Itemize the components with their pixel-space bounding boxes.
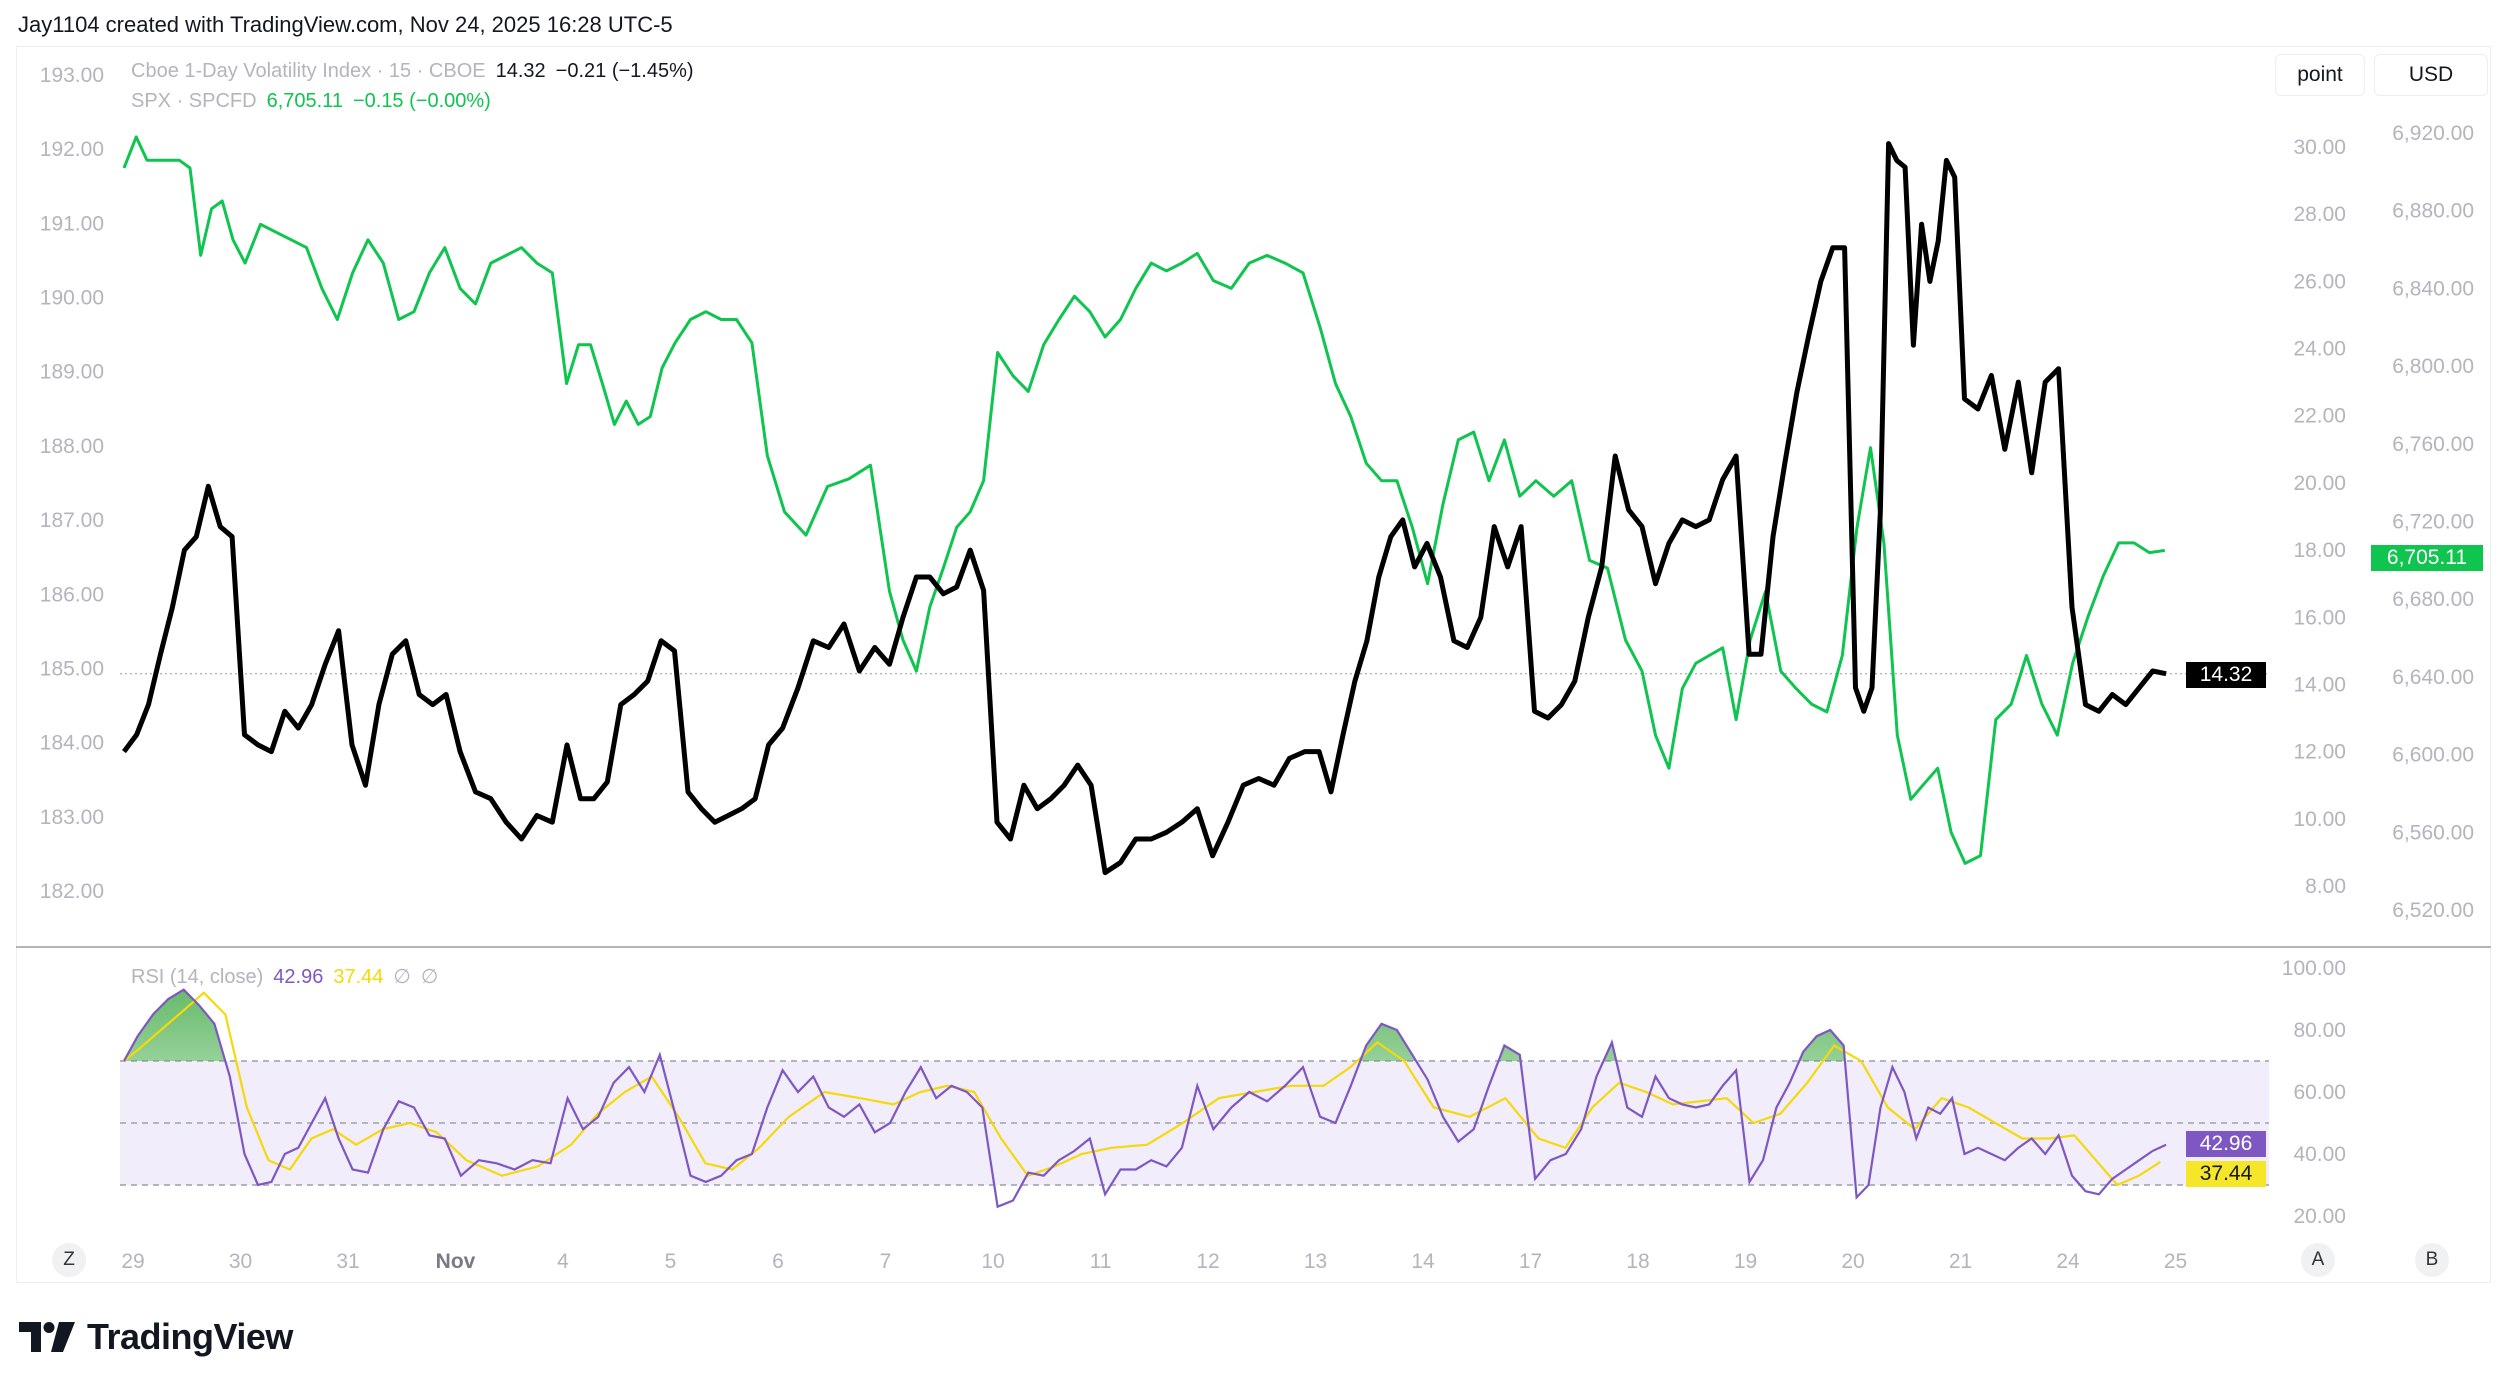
point-axis-tick-label: 8.00 xyxy=(2305,875,2346,898)
rsi-legend-name: RSI (14, close) xyxy=(131,966,264,988)
rsi-axis-tick-label: 20.00 xyxy=(2293,1205,2346,1228)
left-axis-tick-label: 184.00 xyxy=(40,732,104,755)
point-axis-tick-label: 26.00 xyxy=(2293,270,2346,293)
time-axis-tick-label: 30 xyxy=(229,1250,252,1273)
usd-scale-button[interactable]: USD xyxy=(2374,54,2488,96)
left-axis-tick-label: 193.00 xyxy=(40,64,104,87)
left-axis-tick-label: 183.00 xyxy=(40,806,104,829)
vix1d-series-line xyxy=(122,141,2167,876)
point-axis-tick-label: 12.00 xyxy=(2293,741,2346,764)
overlay-series-name: SPX · SPCFD xyxy=(131,90,257,112)
time-axis-tick-label: 5 xyxy=(665,1250,677,1273)
usd-axis-tick-label: 6,600.00 xyxy=(2392,744,2474,767)
time-axis-tick-label: 24 xyxy=(2056,1250,2080,1273)
rsi-axis-tick-label: 80.00 xyxy=(2293,1019,2346,1042)
point-scale-button[interactable]: point xyxy=(2275,54,2365,96)
time-axis-tick-label: 14 xyxy=(1411,1250,1435,1273)
time-axis-tick-label: 19 xyxy=(1734,1250,1757,1273)
time-axis-tick-label: 6 xyxy=(772,1250,784,1273)
time-axis-tick-label: Nov xyxy=(436,1250,476,1273)
point-axis-tick-label: 22.00 xyxy=(2293,405,2346,428)
rsi-ma-value-tag: 37.44 xyxy=(2186,1161,2266,1187)
main-series-name: Cboe 1-Day Volatility Index · 15 · CBOE xyxy=(131,60,486,82)
time-axis-tick-label: 12 xyxy=(1196,1250,1219,1273)
point-axis-tick-label: 24.00 xyxy=(2293,338,2346,361)
overlay-series-change: −0.15 (−0.00%) xyxy=(352,90,491,112)
left-axis-tick-label: 190.00 xyxy=(40,287,104,310)
main-series-legend: Cboe 1-Day Volatility Index · 15 · CBOE 1… xyxy=(131,60,704,83)
main-series-last: 14.32 xyxy=(495,60,546,82)
attribution-text: Jay1104 created with TradingView.com, No… xyxy=(18,12,673,37)
point-axis-tick-label: 28.00 xyxy=(2293,203,2346,226)
point-axis-tick-label: 30.00 xyxy=(2293,136,2346,159)
point-axis-tick-label: 18.00 xyxy=(2293,539,2346,562)
usd-axis-tick-label: 6,840.00 xyxy=(2392,277,2474,300)
spx-series-line xyxy=(122,135,2166,865)
left-axis-tick-label: 185.00 xyxy=(40,657,104,680)
time-axis-tick-label: 29 xyxy=(121,1250,144,1273)
rsi-legend-value: 42.96 xyxy=(273,966,324,988)
rsi-axis-tick-label: 40.00 xyxy=(2293,1143,2346,1166)
point-axis-tick-label: 10.00 xyxy=(2293,808,2346,831)
usd-axis-tick-label: 6,720.00 xyxy=(2392,511,2474,534)
usd-axis-tick-label: 6,800.00 xyxy=(2392,355,2474,378)
time-axis-tick-label: 20 xyxy=(1841,1250,1864,1273)
time-axis-tick-label: 4 xyxy=(557,1250,569,1273)
left-axis-tick-label: 182.00 xyxy=(40,880,104,903)
tradingview-logo-icon xyxy=(19,1322,75,1352)
time-axis-tick-label: 18 xyxy=(1626,1250,1649,1273)
time-axis-tick-label: 11 xyxy=(1090,1250,1112,1273)
time-axis-tick-label: 13 xyxy=(1304,1250,1327,1273)
tradingview-logo[interactable]: TradingView xyxy=(19,1316,293,1358)
usd-axis-tick-label: 6,680.00 xyxy=(2392,588,2474,611)
scale-b-button[interactable]: B xyxy=(2415,1243,2449,1277)
left-axis-tick-label: 192.00 xyxy=(40,138,104,161)
usd-axis-tick-label: 6,880.00 xyxy=(2392,200,2474,223)
time-axis-tick-label: 10 xyxy=(981,1250,1004,1273)
usd-axis-tick-label: 6,560.00 xyxy=(2392,821,2474,844)
point-axis-tick-label: 16.00 xyxy=(2293,606,2346,629)
left-axis-tick-label: 187.00 xyxy=(40,509,104,532)
point-axis-tick-label: 20.00 xyxy=(2293,472,2346,495)
time-axis-tick-label: 17 xyxy=(1519,1250,1542,1273)
overlay-series-legend: SPX · SPCFD 6,705.11 −0.15 (−0.00%) xyxy=(131,90,501,113)
rsi-ma-line xyxy=(123,991,2161,1187)
left-axis-tick-label: 188.00 xyxy=(40,435,104,458)
time-axis-tick-label: 7 xyxy=(880,1250,892,1273)
usd-axis-tick-label: 6,640.00 xyxy=(2392,666,2474,689)
tradingview-logo-text: TradingView xyxy=(87,1316,293,1357)
usd-axis-tick-label: 6,520.00 xyxy=(2392,899,2474,922)
point-axis-tick-label: 14.00 xyxy=(2293,673,2346,696)
rsi-legend: RSI (14, close) 42.96 37.44 ∅ ∅ xyxy=(131,964,448,989)
left-axis-tick-label: 189.00 xyxy=(40,361,104,384)
rsi-na-value-2: ∅ xyxy=(420,966,439,988)
time-axis-tick-label: 31 xyxy=(336,1250,359,1273)
chart-frame xyxy=(16,46,2491,1283)
left-axis-tick-label: 191.00 xyxy=(40,212,104,235)
auto-scale-button[interactable]: A xyxy=(2301,1243,2335,1277)
left-axis-tick-label: 186.00 xyxy=(40,583,104,606)
vix-price-tag: 14.32 xyxy=(2186,662,2266,688)
rsi-ma-legend-value: 37.44 xyxy=(333,966,384,988)
rsi-value-tag: 42.96 xyxy=(2186,1131,2266,1157)
usd-axis-tick-label: 6,920.00 xyxy=(2392,122,2474,145)
rsi-axis-tick-label: 100.00 xyxy=(2282,957,2346,980)
main-series-group xyxy=(122,135,2167,876)
rsi-line xyxy=(123,988,2167,1209)
rsi-na-value-1: ∅ xyxy=(393,966,411,988)
time-axis-tick-label: 21 xyxy=(1949,1250,1972,1273)
rsi-axis-tick-label: 60.00 xyxy=(2293,1081,2346,1104)
zoom-reset-button[interactable]: Z xyxy=(52,1243,86,1277)
main-series-change: −0.21 (−1.45%) xyxy=(555,60,694,82)
usd-axis-tick-label: 6,760.00 xyxy=(2392,433,2474,456)
overlay-series-last: 6,705.11 xyxy=(266,90,343,112)
spx-price-tag: 6,705.11 xyxy=(2371,545,2483,571)
time-axis-tick-label: 25 xyxy=(2164,1250,2187,1273)
